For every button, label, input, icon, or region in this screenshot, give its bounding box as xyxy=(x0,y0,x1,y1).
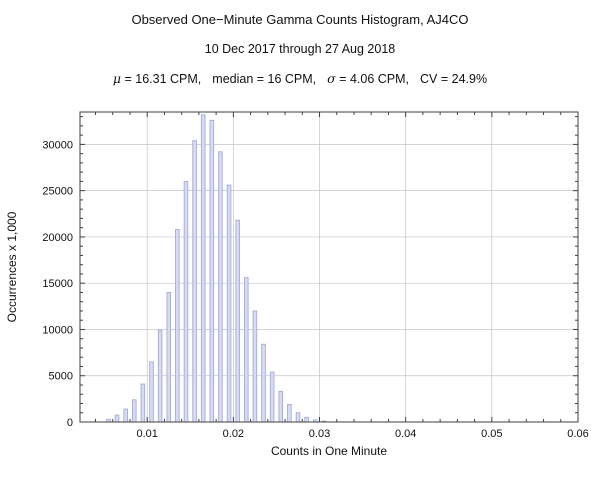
histogram-bar xyxy=(209,119,215,423)
y-tick-label: 10000 xyxy=(42,324,73,336)
y-tick-label: 30000 xyxy=(42,139,73,151)
histogram-bars xyxy=(106,114,327,423)
histogram-bar xyxy=(218,151,223,423)
y-tick-label: 20000 xyxy=(42,232,73,244)
histogram-bar xyxy=(244,277,249,423)
cv-value: CV = 24.9% xyxy=(420,72,488,86)
sigma-value: = 4.06 CPM, xyxy=(335,72,410,86)
histogram-bar xyxy=(123,408,128,423)
gridlines xyxy=(80,112,579,423)
x-axis-label: Counts in One Minute xyxy=(271,444,387,458)
mu-symbol: μ xyxy=(112,71,122,86)
histogram-bar xyxy=(200,114,206,423)
y-tick-label: 15000 xyxy=(42,278,73,290)
x-tick-label: 0.01 xyxy=(136,428,157,440)
histogram-bar xyxy=(235,219,240,423)
histogram-bar xyxy=(175,229,180,423)
y-tick-label: 0 xyxy=(67,417,73,429)
y-tick-label: 5000 xyxy=(49,371,73,383)
y-axis-label: Occurrences x 1,000 xyxy=(5,211,19,322)
chart-title: Observed One−Minute Gamma Counts Histogr… xyxy=(131,12,469,27)
x-tick-label: 0.02 xyxy=(223,428,244,440)
mu-value: = 16.31 CPM, xyxy=(121,72,202,86)
y-tick-label: 25000 xyxy=(42,186,73,198)
histogram-bar xyxy=(132,399,137,423)
chart-stats-line: μ = 16.31 CPM, median = 16 CPM, σ = 4.06 C… xyxy=(0,71,600,86)
histogram-bar xyxy=(261,343,266,423)
chart-subtitle: 10 Dec 2017 through 27 Aug 2018 xyxy=(204,42,396,56)
sigma-symbol: σ xyxy=(327,71,336,86)
x-tick-label: 0.04 xyxy=(395,428,416,440)
histogram-bar xyxy=(166,292,171,423)
x-tick-label: 0.03 xyxy=(309,428,330,440)
histogram-bar xyxy=(295,412,301,423)
histogram-bar xyxy=(287,403,292,423)
axis-ticks xyxy=(80,112,579,423)
histogram-bar xyxy=(157,329,163,423)
histogram-bar xyxy=(278,391,284,423)
histogram-bar xyxy=(252,310,258,423)
x-tick-label: 0.05 xyxy=(481,428,502,440)
median-value: median = 16 CPM, xyxy=(212,72,317,86)
histogram-bar xyxy=(114,414,120,423)
histogram-bar xyxy=(192,140,197,423)
tick-labels: 0.01 0.02 0.03 0.04 0.05 0.06 0 5000 10000 15000 2… xyxy=(42,139,588,440)
histogram-bar xyxy=(226,184,232,423)
histogram-bar xyxy=(149,361,154,423)
histogram-bar xyxy=(140,383,146,423)
plot-frame xyxy=(79,111,579,423)
histogram-bar xyxy=(304,416,309,423)
histogram-bar xyxy=(183,180,189,423)
x-tick-label: 0.06 xyxy=(567,428,588,440)
histogram-bar xyxy=(269,371,275,423)
